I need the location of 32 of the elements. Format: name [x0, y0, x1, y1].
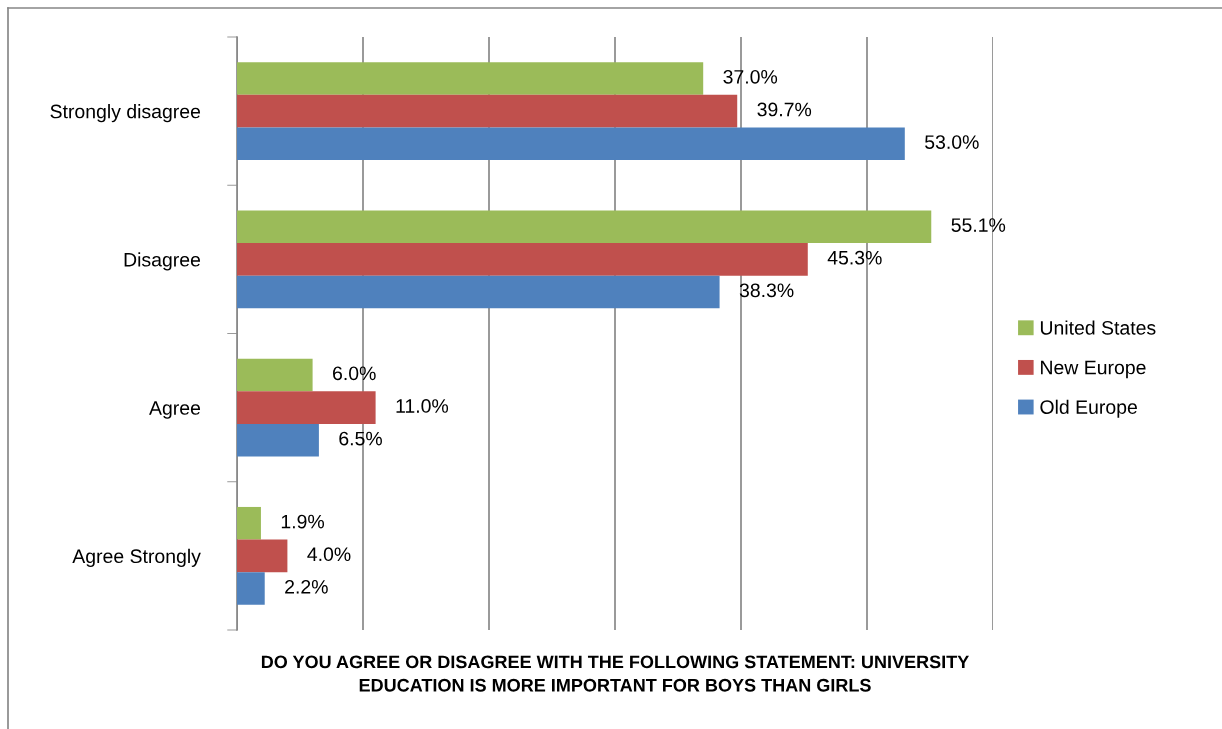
bar [237, 210, 932, 244]
data-label: 45.3% [827, 250, 882, 265]
bar [237, 62, 704, 95]
x-axis-title: DO YOU AGREE OR DISAGREE WITH THE FOLLOWING STATEMENT: UNIVERSITY EDUCATION IS MORE IMPORTANT FOR BOYS THAN GIRLS [261, 655, 969, 692]
data-label: 37.0% [723, 69, 778, 84]
y-tick-label: Agree [149, 401, 201, 419]
y-tick-label: Disagree [124, 252, 201, 271]
bar [237, 127, 905, 161]
bar [237, 423, 319, 457]
bar [237, 506, 261, 540]
bar [237, 358, 313, 392]
legend-label: United States [1040, 320, 1156, 335]
data-label: 1.9% [281, 514, 325, 529]
data-label: 11.0% [396, 399, 449, 413]
y-tick-label: Agree Strongly [72, 548, 201, 567]
y-tick-label: Strongly disagree [50, 104, 201, 123]
legend-label: New Europe [1041, 360, 1146, 379]
data-label: 2.2% [285, 579, 328, 594]
data-label: 4.0% [307, 547, 351, 562]
data-label: 53.0% [925, 135, 979, 149]
bar [237, 572, 265, 605]
data-label: 39.7% [757, 102, 812, 117]
bar [237, 539, 288, 573]
bar [237, 243, 808, 276]
data-label: 6.5% [339, 431, 382, 446]
data-label: 38.3% [739, 283, 794, 298]
bar [237, 275, 720, 309]
bar [237, 391, 376, 424]
legend-label: Old Europe [1040, 399, 1137, 418]
data-label: 55.1% [951, 218, 1006, 232]
data-label: 6.0% [333, 366, 376, 381]
bar [237, 94, 738, 128]
